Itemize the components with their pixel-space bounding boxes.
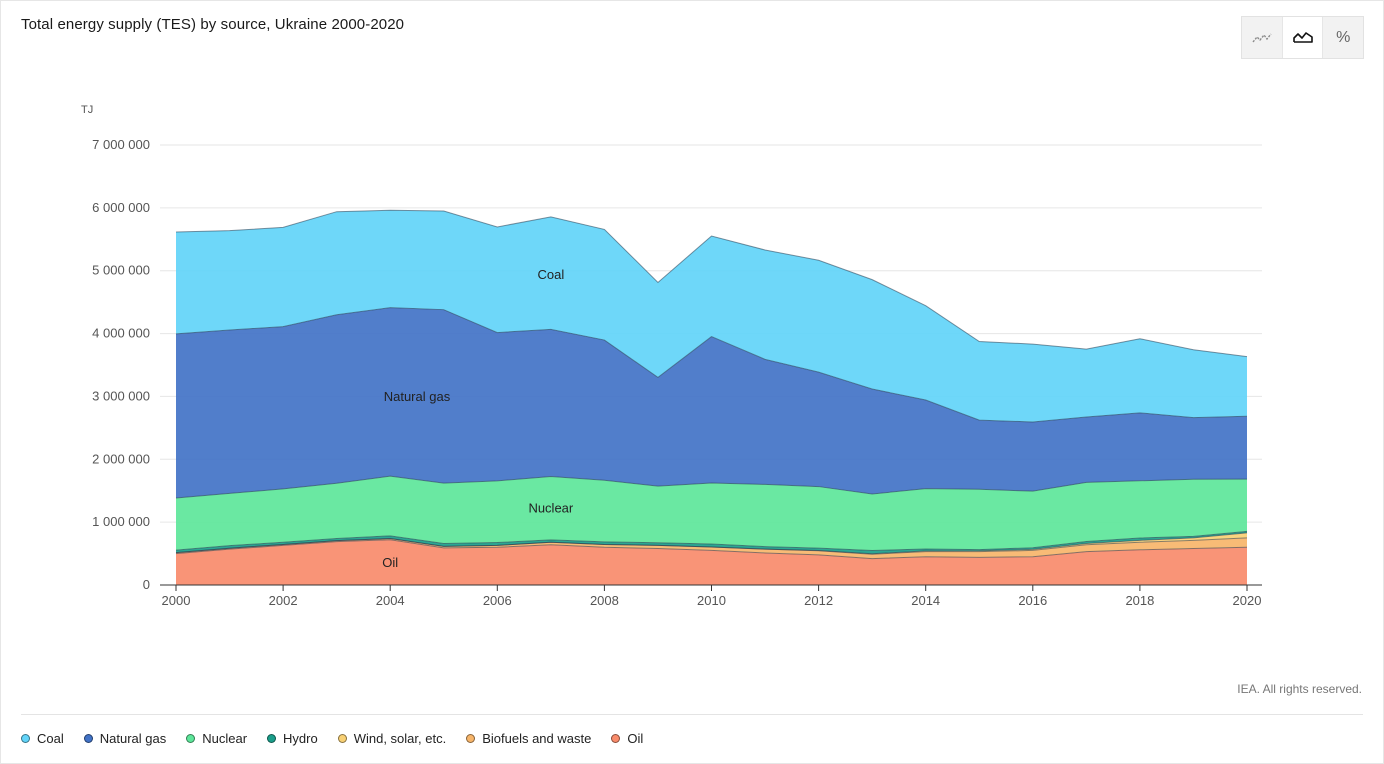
x-tick-label: 2006 (483, 593, 512, 608)
legend-label: Coal (37, 731, 64, 746)
series-line (175, 539, 1248, 560)
area-nuclear[interactable] (176, 476, 1247, 551)
legend-label: Hydro (283, 731, 318, 746)
legend-swatch (83, 734, 93, 743)
area-label: Natural gas (384, 389, 451, 404)
area-natural-gas[interactable] (176, 307, 1247, 498)
area-oil[interactable] (176, 539, 1247, 585)
legend-swatch (21, 734, 30, 743)
legend-label: Oil (627, 731, 644, 746)
y-tick-label: 0 (143, 577, 150, 592)
area-labels: Oil Nuclear Natural gas Coal (382, 267, 574, 570)
y-tick-label: 7 000 000 (92, 137, 150, 152)
legend-swatch (186, 734, 196, 743)
legend-item-oil[interactable]: Oil (611, 731, 643, 746)
x-tick-label: 2020 (1233, 593, 1262, 608)
legend-item-hydro[interactable]: Hydro (267, 731, 318, 746)
legend-swatch (466, 734, 476, 743)
area-view-button[interactable] (1281, 17, 1323, 58)
chart-legend: Coal Natural gas Nuclear Hydro Wind, solar, … (21, 731, 643, 746)
area-chart-icon (1292, 31, 1313, 43)
legend-label: Biofuels and waste (482, 731, 592, 746)
legend-swatch (611, 734, 621, 743)
copyright-text: IEA. All rights reserved. (1237, 682, 1362, 696)
x-tick-label: 2010 (697, 593, 726, 608)
y-tick-label: 2 000 000 (92, 451, 150, 466)
y-tick-label: 3 000 000 (92, 388, 150, 403)
x-tick-label: 2014 (911, 593, 940, 608)
area-label: Oil (382, 555, 398, 570)
legend-item-coal[interactable]: Coal (21, 731, 64, 746)
legend-label: Natural gas (99, 731, 167, 746)
y-axis-unit: TJ (81, 104, 93, 116)
y-tick-label: 4 000 000 (92, 326, 150, 341)
percent-view-button[interactable]: % (1322, 17, 1363, 58)
y-tick-label: 1 000 000 (92, 514, 150, 529)
legend-divider (21, 714, 1363, 715)
x-tick-label: 2004 (376, 593, 405, 608)
legend-swatch (337, 734, 347, 743)
legend-item-wind-solar-etc[interactable]: Wind, solar, etc. (337, 731, 447, 746)
legend-label: Nuclear (202, 731, 248, 746)
area-coal[interactable] (176, 210, 1247, 423)
series-line (175, 532, 1248, 555)
x-tick-label: 2012 (804, 593, 833, 608)
area-label: Coal (537, 267, 564, 282)
legend-item-natural-gas[interactable]: Natural gas (83, 731, 167, 746)
area-biofuels-and-waste[interactable] (176, 537, 1247, 559)
y-tick-label: 5 000 000 (92, 263, 150, 278)
x-tick-label: 2008 (590, 593, 619, 608)
x-tick-label: 2000 (162, 593, 191, 608)
line-chart-icon (1252, 33, 1272, 42)
area-series (175, 209, 1248, 585)
x-tick-label: 2002 (269, 593, 298, 608)
series-line (175, 475, 1248, 499)
x-tick-label: 2018 (1125, 593, 1154, 608)
series-line (175, 307, 1248, 423)
line-view-button[interactable] (1242, 17, 1282, 58)
legend-label: Wind, solar, etc. (353, 731, 447, 746)
chart-title: Total energy supply (TES) by source, Ukr… (21, 16, 405, 33)
axes: 0 1 000 000 2 000 000 3 000 000 4 000 000 5 0… (92, 137, 1262, 608)
series-line (175, 530, 1248, 552)
stacked-area-chart: 0 1 000 000 2 000 000 3 000 000 4 000 000 5 0… (81, 104, 1262, 608)
legend-swatch (267, 734, 277, 743)
area-label: Nuclear (528, 500, 573, 515)
percent-icon: % (1336, 28, 1351, 46)
chart-view-toggle: % (1241, 16, 1364, 59)
series-line (175, 209, 1248, 358)
legend-item-nuclear[interactable]: Nuclear (186, 731, 247, 746)
legend-item-biofuels-and-waste[interactable]: Biofuels and waste (466, 731, 591, 746)
y-tick-label: 6 000 000 (92, 200, 150, 215)
x-tick-label: 2016 (1018, 593, 1047, 608)
